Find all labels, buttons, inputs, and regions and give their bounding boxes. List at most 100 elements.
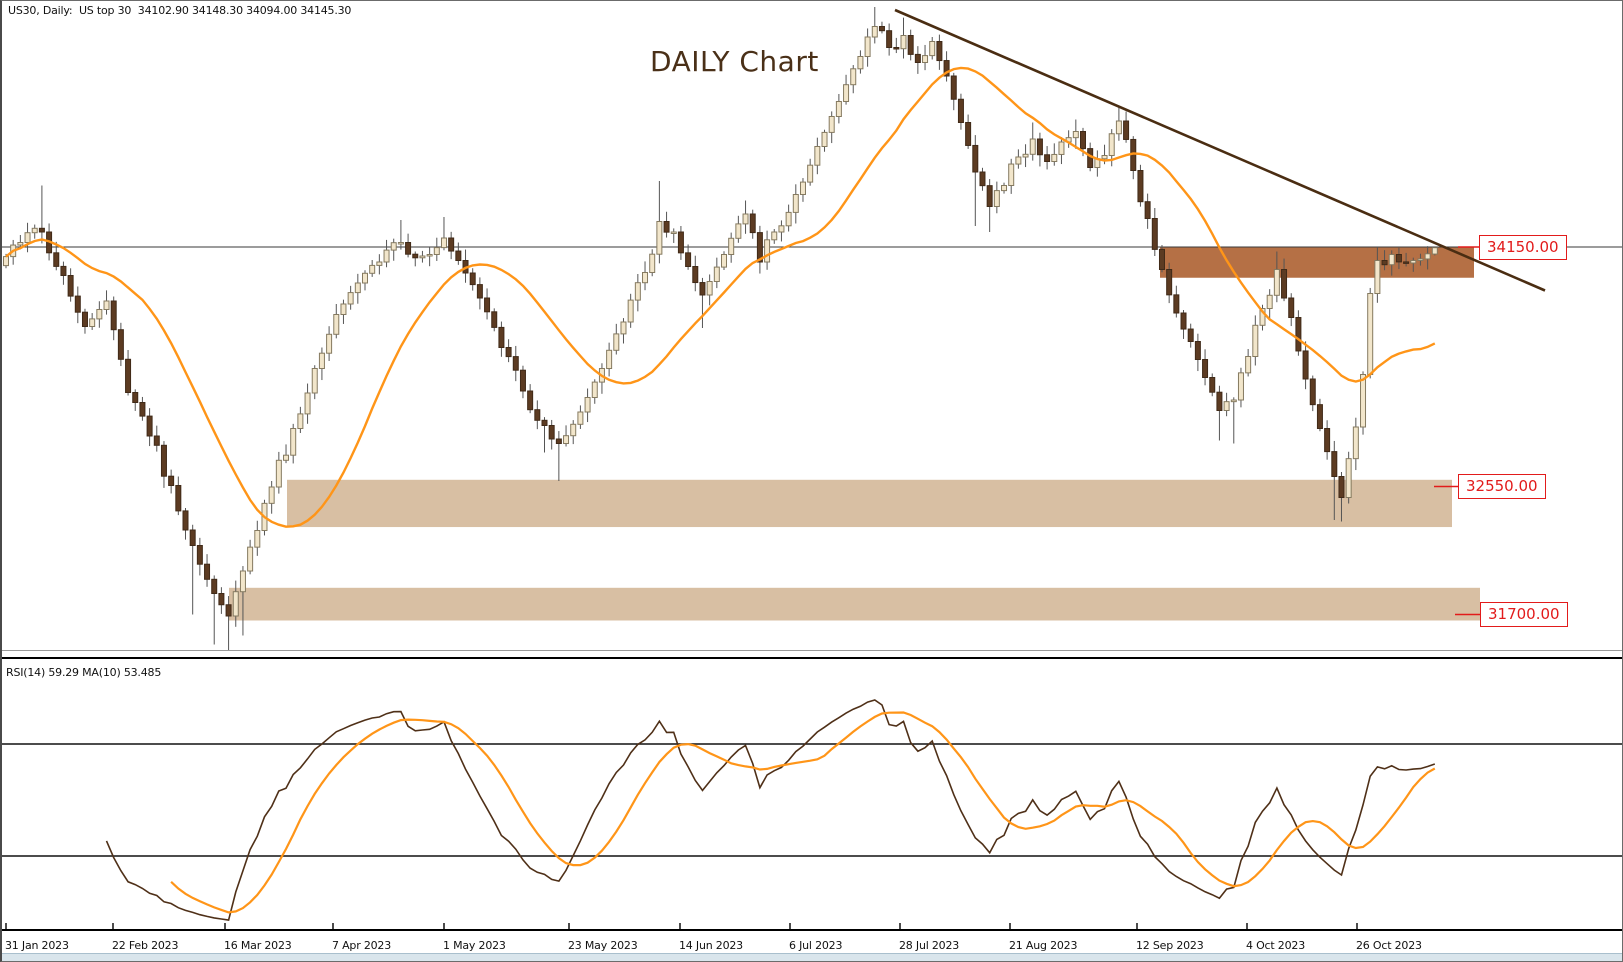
descending-trendline[interactable] bbox=[894, 8, 1546, 292]
candle-body bbox=[1209, 377, 1216, 393]
candle-body bbox=[326, 333, 333, 354]
candle-body bbox=[591, 381, 598, 399]
candle-body bbox=[225, 604, 232, 617]
price-label-32550[interactable]: 32550.00 bbox=[1458, 474, 1546, 499]
candle-up bbox=[1252, 315, 1259, 366]
candle-body bbox=[103, 300, 110, 310]
candle-body bbox=[211, 578, 218, 594]
candle-body bbox=[1324, 428, 1331, 453]
candle-down bbox=[505, 339, 512, 363]
candle-down bbox=[907, 29, 914, 61]
candle-down bbox=[1316, 398, 1323, 432]
candle-up bbox=[440, 217, 447, 251]
candle-body bbox=[110, 300, 117, 331]
candle-body bbox=[354, 282, 361, 294]
candle-body bbox=[369, 264, 376, 274]
candle-down bbox=[110, 296, 117, 341]
candle-body bbox=[1302, 350, 1309, 380]
candle-up bbox=[1094, 150, 1101, 177]
candle-body bbox=[835, 101, 842, 117]
candle-body bbox=[548, 425, 555, 440]
candle-body bbox=[376, 261, 383, 266]
candle-down bbox=[125, 350, 132, 396]
candle-down bbox=[74, 286, 81, 324]
candle-down bbox=[1295, 310, 1302, 356]
demand-zone-32550[interactable] bbox=[287, 479, 1452, 528]
candle-body bbox=[799, 181, 806, 196]
candle-body bbox=[1345, 458, 1352, 498]
candle-down bbox=[1151, 208, 1158, 256]
candle-down bbox=[914, 46, 921, 74]
candle-up bbox=[656, 181, 663, 264]
candle-body bbox=[642, 272, 649, 284]
candle-up bbox=[706, 274, 713, 306]
candle-body bbox=[728, 237, 735, 256]
candle-body bbox=[484, 297, 491, 313]
candle-body bbox=[541, 419, 548, 426]
candle-up bbox=[713, 257, 720, 289]
x-axis-label: 12 Sep 2023 bbox=[1136, 939, 1204, 952]
candle-body bbox=[1108, 133, 1115, 156]
candle-down bbox=[541, 417, 548, 453]
candle-up bbox=[1360, 371, 1367, 435]
candle-up bbox=[1266, 289, 1273, 320]
candle-down bbox=[1281, 258, 1288, 302]
candle-body bbox=[1266, 294, 1273, 309]
candle-up bbox=[792, 184, 799, 224]
candle-up bbox=[584, 388, 591, 423]
candle-body bbox=[692, 266, 699, 284]
candle-body bbox=[1015, 156, 1022, 165]
candle-down bbox=[555, 431, 562, 481]
candle-up bbox=[354, 273, 361, 304]
candle-body bbox=[1381, 260, 1388, 266]
candle-up bbox=[1115, 107, 1122, 141]
candle-down bbox=[534, 400, 541, 430]
price-label-31700[interactable]: 31700.00 bbox=[1480, 602, 1568, 627]
candle-down bbox=[663, 211, 670, 238]
candle-up bbox=[1273, 251, 1280, 303]
candle-body bbox=[297, 413, 304, 429]
candle-body bbox=[1036, 138, 1043, 156]
candle-body bbox=[656, 221, 663, 255]
candle-down bbox=[1173, 285, 1180, 318]
candle-body bbox=[792, 194, 799, 213]
candle-up bbox=[871, 7, 878, 44]
candle-body bbox=[620, 321, 627, 335]
candle-up bbox=[670, 228, 677, 243]
candle-body bbox=[649, 253, 656, 273]
candle-down bbox=[512, 345, 519, 382]
candle-up bbox=[433, 237, 440, 261]
candle-body bbox=[1137, 170, 1144, 203]
candle-body bbox=[1080, 131, 1086, 150]
demand-zone-31700[interactable] bbox=[229, 587, 1480, 621]
candle-body bbox=[505, 347, 512, 358]
candle-down bbox=[979, 167, 986, 191]
pane-separator[interactable] bbox=[2, 657, 1623, 659]
price-label-34150[interactable]: 34150.00 bbox=[1479, 235, 1567, 260]
candle-up bbox=[369, 260, 376, 277]
candle-body bbox=[146, 415, 153, 437]
candle-down bbox=[1403, 252, 1410, 267]
candle-up bbox=[642, 261, 649, 291]
candle-body bbox=[1180, 312, 1187, 330]
candle-up bbox=[297, 406, 304, 433]
candle-body bbox=[1001, 185, 1008, 192]
candle-down bbox=[175, 476, 182, 516]
candle-body bbox=[957, 98, 964, 123]
candle-body bbox=[254, 530, 261, 548]
candle-body bbox=[175, 485, 182, 512]
candle-body bbox=[807, 164, 814, 183]
candle-down bbox=[519, 365, 526, 399]
candle-down bbox=[1044, 146, 1051, 170]
candle-up bbox=[397, 220, 404, 250]
candle-body bbox=[749, 213, 756, 234]
candle-body bbox=[864, 36, 871, 57]
candle-down bbox=[1216, 385, 1223, 441]
candle-body bbox=[239, 570, 246, 593]
candle-down bbox=[1202, 349, 1209, 386]
candle-body bbox=[735, 223, 742, 239]
candle-body bbox=[340, 303, 347, 315]
supply-zone[interactable] bbox=[1160, 247, 1474, 278]
